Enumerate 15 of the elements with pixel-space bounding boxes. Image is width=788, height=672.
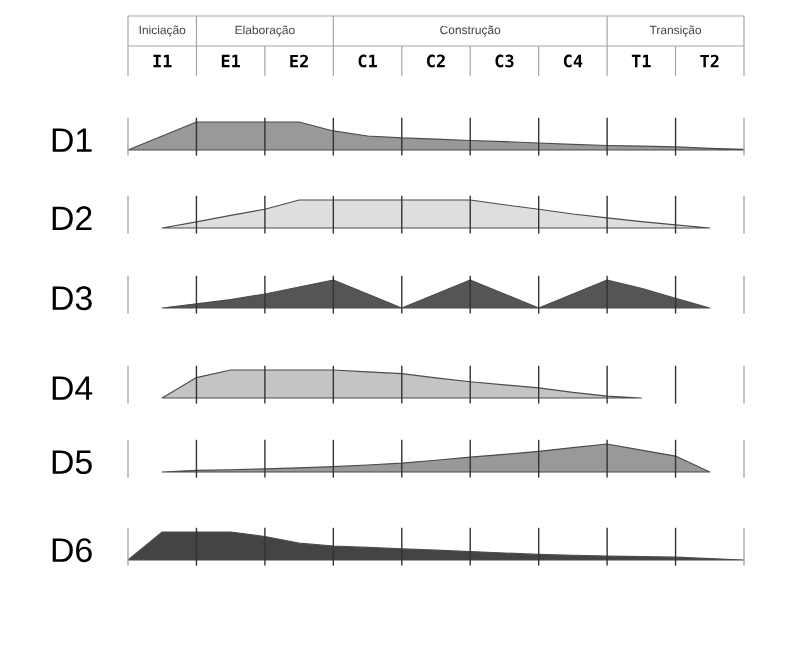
chart-title: D3 bbox=[52, 286, 92, 311]
category-label: C4 bbox=[563, 54, 583, 68]
chart-title: D6 bbox=[52, 538, 92, 563]
category-label: C2 bbox=[427, 54, 445, 68]
category-label: T2 bbox=[700, 54, 719, 68]
category-label: C1 bbox=[358, 54, 377, 68]
chart-title: D2 bbox=[52, 206, 92, 231]
chart-title: D5 bbox=[52, 450, 92, 475]
category-label: C3 bbox=[495, 54, 514, 68]
category-label: E2 bbox=[290, 54, 308, 68]
chart-title: D4 bbox=[52, 376, 93, 400]
chart-title: D1 bbox=[52, 128, 92, 152]
category-label: I1 bbox=[153, 54, 172, 68]
category-label: T1 bbox=[631, 54, 651, 68]
category-label: E1 bbox=[221, 54, 241, 68]
